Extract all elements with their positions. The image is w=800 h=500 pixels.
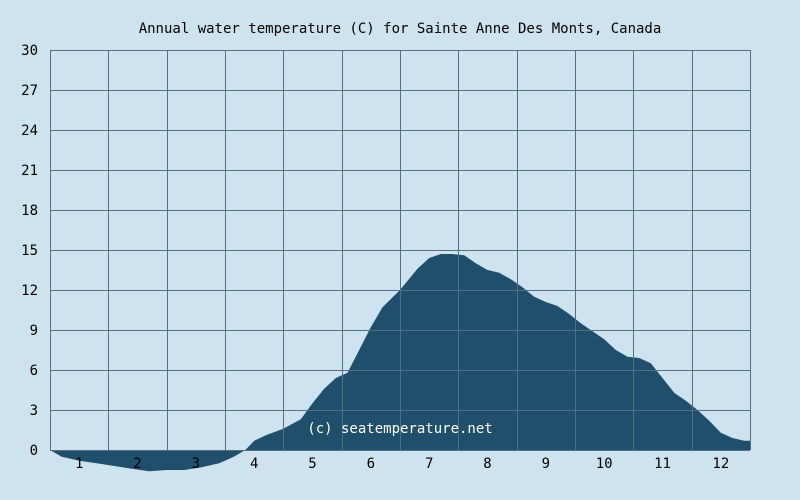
x-tick-label: 6	[367, 456, 375, 472]
x-tick-label: 11	[654, 456, 671, 472]
y-axis: 0 3 6 9 12 15 18 21 24 27 30	[21, 43, 38, 459]
x-tick-label: 3	[192, 456, 200, 472]
x-tick-label: 2	[133, 456, 141, 472]
x-tick-label: 10	[596, 456, 613, 472]
x-tick-label: 5	[308, 456, 316, 472]
x-tick-label: 9	[542, 456, 550, 472]
y-tick-label: 6	[30, 363, 38, 379]
y-tick-label: 3	[30, 403, 38, 419]
y-tick-label: 30	[21, 43, 38, 59]
y-tick-label: 15	[21, 243, 38, 259]
watermark-text: (c) seatemperature.net	[307, 421, 492, 437]
y-tick-label: 9	[30, 323, 38, 339]
x-axis: 1 2 3 4 5 6 7 8 9 10 11 12	[75, 456, 729, 472]
chart-title: Annual water temperature (C) for Sainte …	[139, 21, 662, 37]
y-tick-label: 18	[21, 203, 38, 219]
y-tick-label: 24	[21, 123, 38, 139]
x-tick-label: 1	[75, 456, 83, 472]
x-tick-label: 8	[483, 456, 491, 472]
y-tick-label: 12	[21, 283, 38, 299]
y-tick-label: 21	[21, 163, 38, 179]
x-tick-label: 7	[425, 456, 433, 472]
y-tick-label: 0	[30, 443, 38, 459]
grid-layer	[50, 50, 751, 451]
x-tick-label: 12	[712, 456, 729, 472]
y-tick-label: 27	[21, 83, 38, 99]
x-tick-label: 4	[250, 456, 258, 472]
